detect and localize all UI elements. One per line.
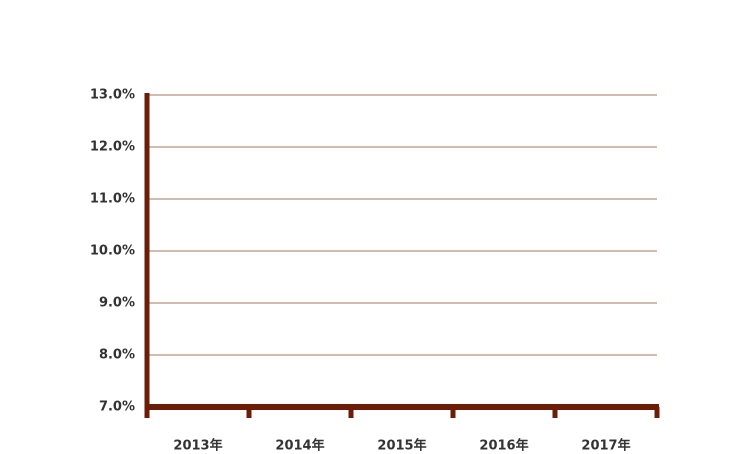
x-tick-label: 2015年 xyxy=(377,438,426,454)
y-tick-label: 13.0% xyxy=(90,88,135,103)
x-tick-label: 2013年 xyxy=(173,438,222,454)
y-tick-label: 8.0% xyxy=(99,348,135,363)
x-tick-label: 2017年 xyxy=(581,438,630,454)
y-tick-label: 12.0% xyxy=(90,140,135,155)
x-tick-label: 2016年 xyxy=(479,438,528,454)
y-tick-label: 7.0% xyxy=(99,400,135,415)
y-tick-label: 10.0% xyxy=(90,244,135,259)
x-tick-label: 2014年 xyxy=(275,438,324,454)
y-tick-label: 9.0% xyxy=(99,296,135,311)
y-tick-label: 11.0% xyxy=(90,192,135,207)
